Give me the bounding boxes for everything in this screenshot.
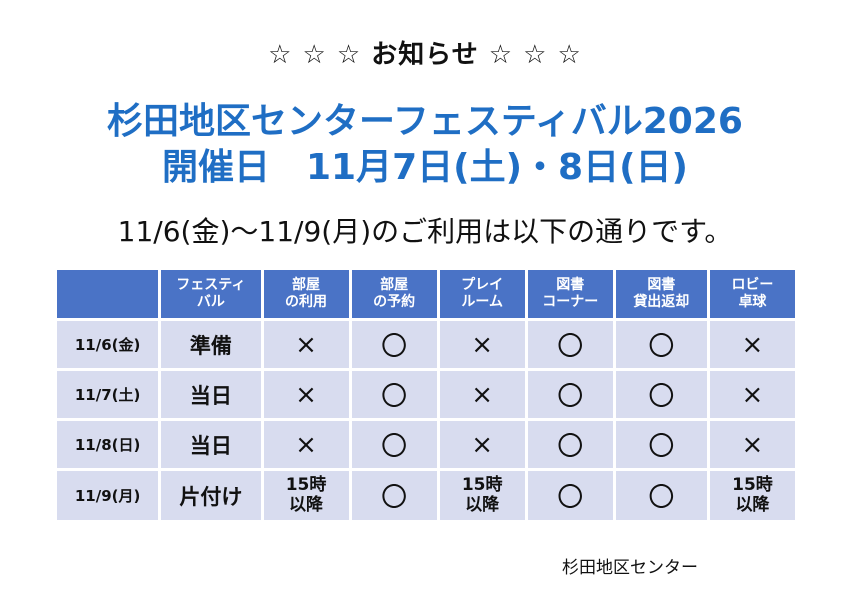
availability-cell: ×	[263, 371, 349, 418]
row-date: 11/6(金)	[57, 321, 159, 368]
availability-cell: 15時 以降	[439, 471, 525, 520]
availability-cell: 〇	[351, 371, 437, 418]
availability-cell: 15時 以降	[709, 471, 795, 520]
availability-cell: 〇	[527, 371, 613, 418]
column-header-library-corner: 図書 コーナー	[527, 270, 613, 318]
row-date: 11/9(月)	[57, 471, 159, 520]
notice-heading: ☆ ☆ ☆ お知らせ ☆ ☆ ☆	[268, 40, 582, 70]
availability-cell: 15時 以降	[263, 471, 349, 520]
row-date: 11/8(日)	[57, 421, 159, 468]
column-header-festival: フェスティ バル	[161, 270, 261, 318]
availability-cell: ×	[709, 371, 795, 418]
row-festival-phase: 当日	[161, 371, 261, 418]
organization-name: 杉田地区センター	[562, 558, 698, 578]
table-row: 11/8(日) 当日 × 〇 × 〇〇 ×	[57, 421, 795, 468]
table-row: 11/7(土) 当日 × 〇 × 〇〇 ×	[57, 371, 795, 418]
availability-cell: 〇	[351, 321, 437, 368]
availability-cell: ×	[709, 421, 795, 468]
festival-dates: 開催日 11月7日(土)・8日(日)	[161, 147, 688, 188]
row-festival-phase: 片付け	[161, 471, 261, 520]
row-festival-phase: 準備	[161, 321, 261, 368]
availability-cell: 〇	[527, 421, 613, 468]
table-row: 11/9(月) 片付け 15時 以降〇 15時 以降〇〇 15時 以降	[57, 471, 795, 520]
usage-schedule-table: フェスティ バル 部屋 の利用 部屋 の予約 プレイ ルーム 図書 コーナー 図書 貸出返却…	[54, 267, 798, 523]
availability-cell: 〇	[615, 321, 707, 368]
availability-cell: ×	[263, 421, 349, 468]
availability-cell: ×	[439, 421, 525, 468]
availability-cell: ×	[263, 321, 349, 368]
table-header-row: フェスティ バル 部屋 の利用 部屋 の予約 プレイ ルーム 図書 コーナー 図書 貸出返却…	[57, 270, 795, 318]
column-header-room-reservation: 部屋 の予約	[351, 270, 437, 318]
column-header-room-use: 部屋 の利用	[263, 270, 349, 318]
availability-cell: 〇	[351, 471, 437, 520]
availability-cell: ×	[439, 321, 525, 368]
usage-intro: 11/6(金)～11/9(月)のご利用は以下の通りです。	[117, 215, 733, 248]
column-header-library-lending: 図書 貸出返却	[615, 270, 707, 318]
availability-cell: ×	[709, 321, 795, 368]
availability-cell: ×	[439, 371, 525, 418]
availability-cell: 〇	[527, 471, 613, 520]
row-festival-phase: 当日	[161, 421, 261, 468]
festival-title: 杉田地区センターフェスティバル2026	[107, 101, 743, 142]
availability-cell: 〇	[615, 421, 707, 468]
column-header-playroom: プレイ ルーム	[439, 270, 525, 318]
column-header-lobby-table-tennis: ロビー 卓球	[709, 270, 795, 318]
column-header-date	[57, 270, 159, 318]
availability-cell: 〇	[615, 471, 707, 520]
availability-cell: 〇	[527, 321, 613, 368]
table-row: 11/6(金) 準備 × 〇 × 〇〇 ×	[57, 321, 795, 368]
availability-cell: 〇	[351, 421, 437, 468]
row-date: 11/7(土)	[57, 371, 159, 418]
availability-cell: 〇	[615, 371, 707, 418]
